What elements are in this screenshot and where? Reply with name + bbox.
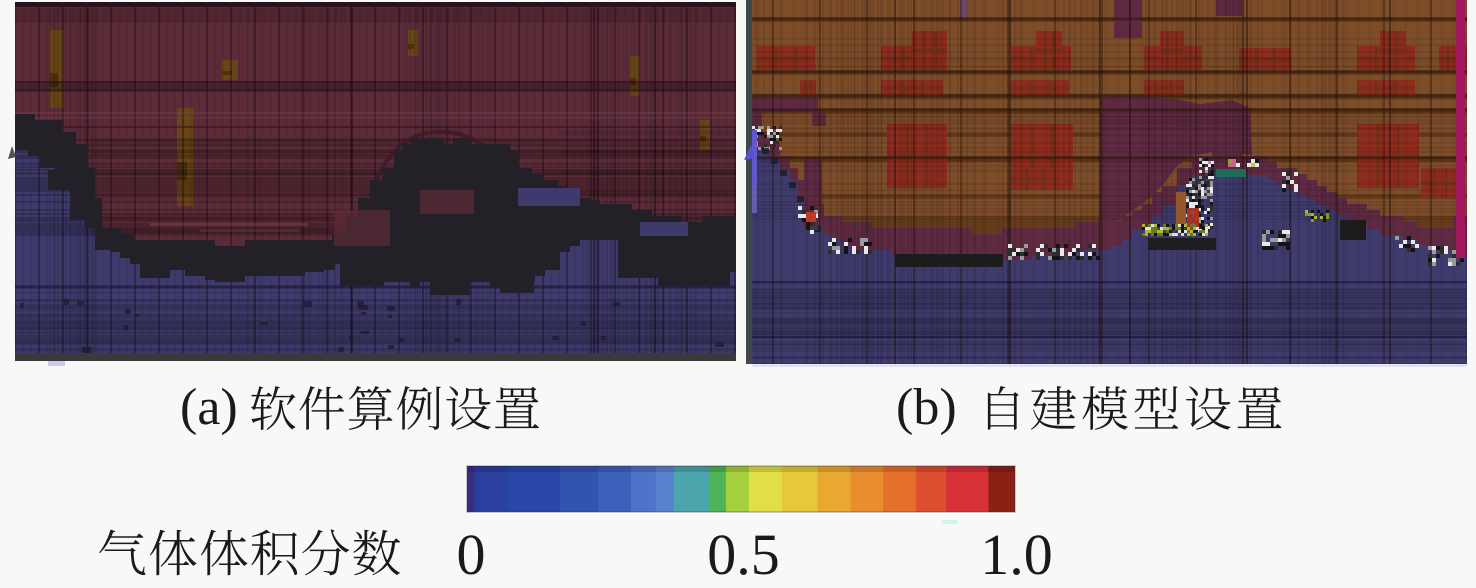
svg-text:1.0: 1.0	[980, 522, 1053, 587]
svg-text:0: 0	[457, 522, 486, 587]
svg-text:(b): (b)	[896, 379, 957, 436]
svg-text:(a): (a)	[180, 379, 238, 436]
svg-text:0.5: 0.5	[707, 522, 780, 587]
